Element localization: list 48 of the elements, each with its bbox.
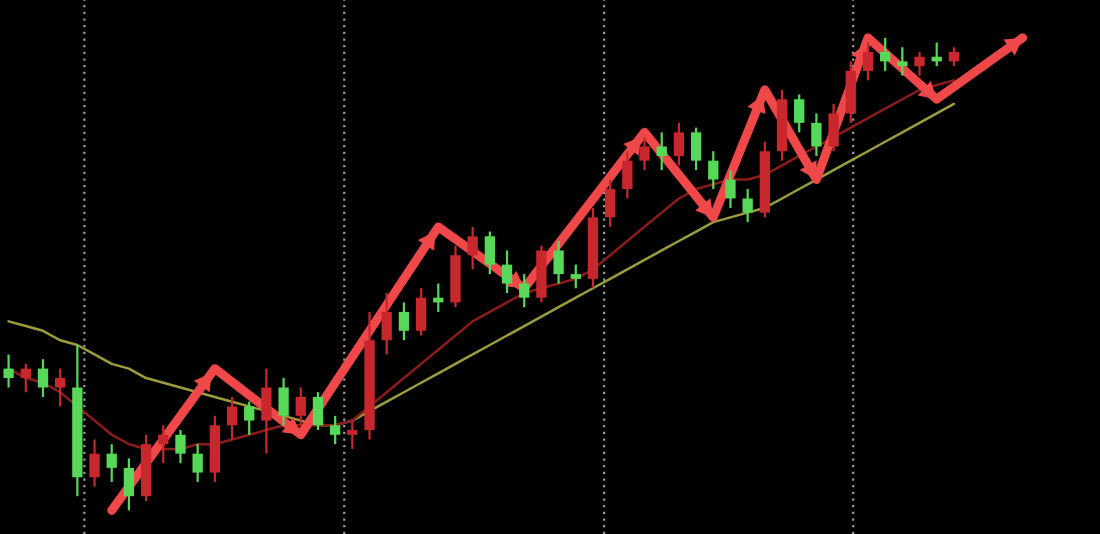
candlestick [3, 353, 14, 389]
candlestick [415, 287, 427, 337]
candlestick [37, 358, 49, 399]
candlestick [55, 367, 66, 408]
candlestick [261, 367, 272, 455]
candlestick [948, 46, 960, 68]
candlestick [89, 438, 100, 488]
candlestick [347, 419, 358, 451]
candlestick [845, 60, 856, 124]
candlestick [622, 150, 633, 200]
candlestick [175, 428, 186, 465]
candlestick [381, 291, 392, 356]
candlestick [209, 414, 220, 484]
candlestick [398, 301, 410, 342]
candlestick [811, 112, 822, 158]
candlestick [690, 126, 702, 172]
candlestick [742, 187, 753, 224]
candlestick [862, 41, 874, 82]
candlestick [639, 135, 650, 172]
candlestick [20, 362, 31, 394]
candlestick [244, 400, 255, 436]
candlestick [295, 386, 306, 427]
candlestick [450, 244, 461, 309]
candlestick [330, 414, 341, 446]
candlestick [828, 102, 839, 153]
candlestick [467, 225, 478, 271]
candlestick [106, 443, 117, 484]
candlestick [312, 391, 324, 432]
candlestick [570, 263, 581, 290]
candlestick [501, 249, 513, 295]
candlestick [553, 239, 564, 285]
candlestick [656, 131, 667, 172]
candlestick [914, 50, 925, 77]
candlestick [673, 121, 685, 167]
candlestick [536, 244, 547, 304]
candlestick [226, 395, 238, 441]
candlestick [278, 376, 289, 427]
candlestick [794, 93, 805, 134]
candlestick [158, 424, 169, 465]
candlestick [605, 178, 616, 228]
candlestick [897, 46, 908, 77]
candlestick [484, 230, 495, 276]
candlestick [519, 272, 530, 309]
candlestick [708, 150, 719, 191]
candlestick [192, 443, 203, 484]
candlestick [123, 457, 135, 512]
candlestick [725, 169, 736, 210]
candlestick [880, 36, 891, 72]
